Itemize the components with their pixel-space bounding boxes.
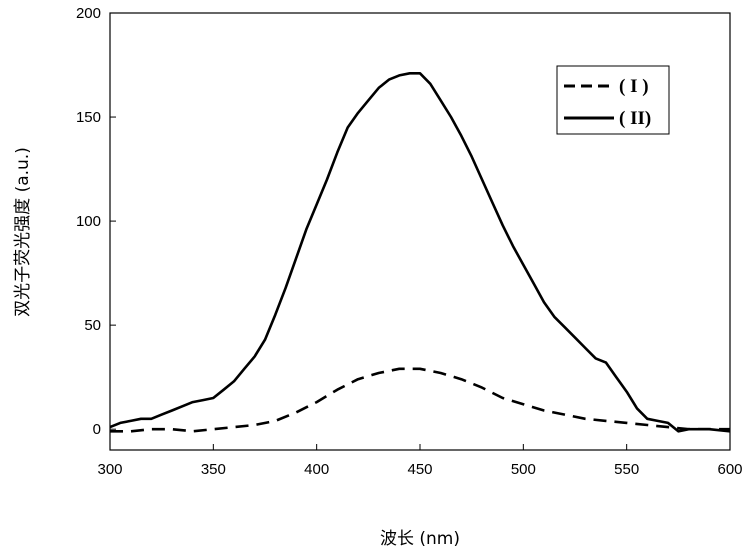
y-tick-label: 0 bbox=[93, 421, 101, 438]
legend-label-series-1: ( I ) bbox=[619, 76, 649, 97]
x-tick-label: 400 bbox=[304, 461, 329, 478]
x-tick-label: 350 bbox=[201, 461, 226, 478]
x-tick-label: 300 bbox=[97, 461, 122, 478]
legend: ( I ) ( II) bbox=[557, 66, 669, 134]
y-axis-title: 双光子荧光强度 (a.u.) bbox=[13, 147, 33, 317]
y-tick-label: 200 bbox=[76, 5, 101, 22]
y-tick-label: 150 bbox=[76, 109, 101, 126]
x-tick-label: 600 bbox=[717, 461, 742, 478]
legend-box bbox=[557, 66, 669, 134]
x-tick-label: 550 bbox=[614, 461, 639, 478]
x-tick-label: 450 bbox=[407, 461, 432, 478]
y-tick-label: 100 bbox=[76, 213, 101, 230]
x-axis-title: 波长 (nm) bbox=[380, 529, 460, 549]
legend-label-series-2: ( II) bbox=[619, 108, 651, 129]
x-tick-label: 500 bbox=[511, 461, 536, 478]
y-tick-label: 50 bbox=[84, 317, 101, 334]
